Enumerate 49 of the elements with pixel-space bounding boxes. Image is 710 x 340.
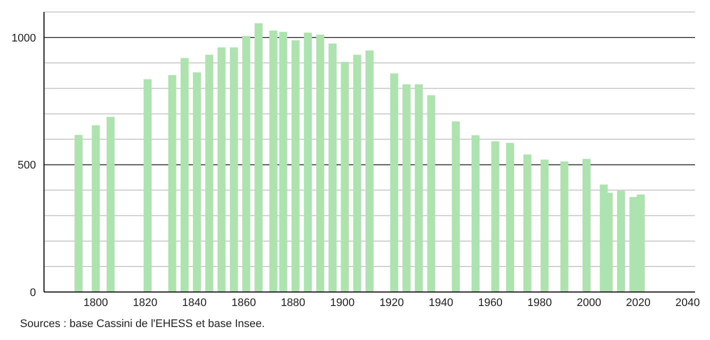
bar — [491, 141, 500, 292]
bar — [242, 36, 250, 292]
bar — [168, 75, 176, 292]
bar — [582, 158, 591, 292]
x-tick-label: 1820 — [132, 296, 158, 309]
bar — [390, 73, 398, 292]
bar — [452, 121, 460, 292]
bar — [328, 44, 337, 292]
bar — [254, 23, 263, 292]
bar — [340, 62, 349, 292]
source-note: Sources : base Cassini de l'EHESS et base Insee. — [20, 318, 266, 330]
bar — [414, 84, 423, 292]
x-tick-label: 1900 — [330, 296, 355, 309]
x-tick-label: 1860 — [231, 296, 256, 309]
bar — [506, 142, 514, 292]
x-tick-label: 1840 — [182, 296, 207, 309]
bar — [353, 54, 362, 292]
bar — [560, 161, 568, 292]
x-tick-label: 1940 — [428, 296, 454, 309]
x-tick-label: 2000 — [576, 296, 602, 309]
x-tick-label: 1800 — [84, 296, 108, 309]
bar — [92, 125, 100, 292]
y-tick-label: 0 — [30, 286, 36, 299]
bar — [192, 72, 201, 292]
bar — [180, 58, 189, 292]
x-tick-label: 1980 — [527, 296, 552, 309]
x-tick-label: 2020 — [626, 296, 651, 309]
bar — [316, 34, 324, 292]
y-tick-label: 1000 — [12, 32, 36, 44]
bar — [427, 95, 436, 292]
bar — [218, 47, 226, 292]
bar — [205, 54, 214, 292]
bar — [292, 40, 300, 292]
bar — [617, 190, 626, 292]
bar — [540, 160, 549, 292]
bar — [523, 154, 532, 292]
x-tick-label: 2040 — [675, 296, 700, 309]
bar — [106, 116, 115, 292]
bar — [144, 79, 152, 292]
y-tick-label: 500 — [18, 160, 36, 172]
bar — [366, 50, 374, 292]
bar — [230, 47, 238, 292]
bar — [304, 32, 312, 292]
bar — [402, 84, 411, 292]
bar — [472, 135, 480, 292]
x-tick-label: 1920 — [379, 296, 404, 309]
bar — [74, 134, 83, 292]
x-tick-label: 1880 — [280, 296, 306, 309]
x-tick-label: 1960 — [478, 296, 503, 309]
